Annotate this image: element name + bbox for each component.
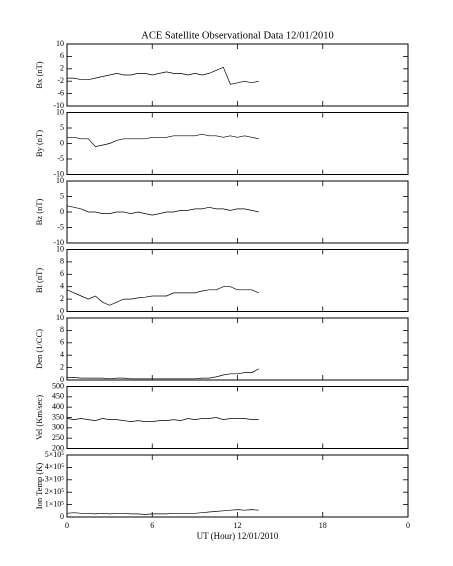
x-tick-label: 18 (319, 521, 327, 530)
data-line (66, 417, 259, 422)
x-axis-label: UT (Hour) 12/01/2010 (197, 531, 279, 541)
y-tick-label: 300 (52, 423, 64, 432)
x-tick-label: 0 (406, 521, 410, 530)
y-tick-label: 2 (60, 362, 64, 371)
data-line (66, 205, 259, 216)
panel-frame (66, 317, 409, 381)
y-tick-label: 2×10⁵ (45, 487, 65, 496)
y-tick-label: 0 (60, 207, 64, 216)
y-tick-label: 3×10⁵ (45, 475, 65, 484)
panel-frame (66, 112, 409, 175)
y-axis-label: Bx (nT) (34, 61, 44, 88)
chart-title: ACE Satellite Observational Data 12/01/2… (141, 30, 333, 41)
y-tick-label: 6 (60, 269, 64, 278)
y-tick-label: 8 (60, 257, 64, 266)
y-axis-label: Bz (nT) (34, 198, 44, 225)
y-tick-label: 500 (52, 381, 64, 390)
y-tick-label: -10 (53, 101, 64, 110)
data-line (66, 509, 259, 515)
y-tick-label: 400 (52, 402, 64, 411)
y-tick-label: 6 (60, 338, 64, 347)
y-tick-label: 4 (60, 282, 64, 291)
y-tick-label: 2 (60, 64, 64, 73)
y-tick-label: 450 (52, 392, 64, 401)
y-tick-label: 6 (60, 51, 64, 60)
data-line (67, 368, 259, 380)
y-tick-label: 2 (60, 294, 64, 303)
panel-frame (66, 249, 409, 312)
y-axis-label: Bt (nT) (34, 268, 44, 293)
y-axis-label: Den (1/CC) (34, 329, 44, 369)
y-tick-label: -2 (57, 76, 64, 85)
y-tick-label: 4×10⁵ (45, 462, 65, 471)
y-tick-label: 350 (52, 412, 64, 421)
x-tick-label: 6 (150, 521, 154, 530)
y-tick-label: 10 (56, 313, 64, 322)
data-line (67, 66, 259, 85)
panel-frame (66, 386, 409, 449)
data-line (66, 286, 259, 306)
y-tick-label: 5×10⁵ (45, 450, 65, 459)
panel-frame (66, 43, 409, 107)
y-axis-label: By (nT) (34, 130, 44, 157)
y-tick-label: -5 (57, 222, 64, 231)
y-tick-label: 10 (56, 176, 64, 185)
y-tick-label: 5 (60, 191, 64, 200)
y-tick-label: -10 (53, 169, 64, 178)
y-tick-label: 0 (60, 512, 64, 521)
y-tick-label: 4 (60, 350, 64, 359)
y-tick-label: 8 (60, 325, 64, 334)
y-tick-label: 0 (60, 138, 64, 147)
y-tick-label: 10 (56, 107, 64, 116)
y-tick-label: -10 (53, 238, 64, 247)
y-tick-label: 10 (56, 39, 64, 48)
y-axis-label: Ion Temp (K) (34, 463, 44, 510)
y-tick-label: 200 (52, 443, 64, 452)
y-tick-label: 0 (60, 306, 64, 315)
y-tick-label: 10 (56, 244, 64, 253)
data-line (67, 133, 259, 147)
x-tick-label: 12 (234, 521, 242, 530)
y-tick-label: 1×10⁵ (45, 499, 65, 508)
y-tick-label: -6 (57, 88, 64, 97)
y-tick-label: 0 (60, 375, 64, 384)
y-axis-label: Vel (Km/sec) (34, 395, 44, 440)
y-tick-label: 5 (60, 123, 64, 132)
y-tick-label: -5 (57, 154, 64, 163)
x-tick-label: 0 (65, 521, 69, 530)
y-tick-label: 250 (52, 433, 64, 442)
panel-frame (66, 454, 409, 518)
